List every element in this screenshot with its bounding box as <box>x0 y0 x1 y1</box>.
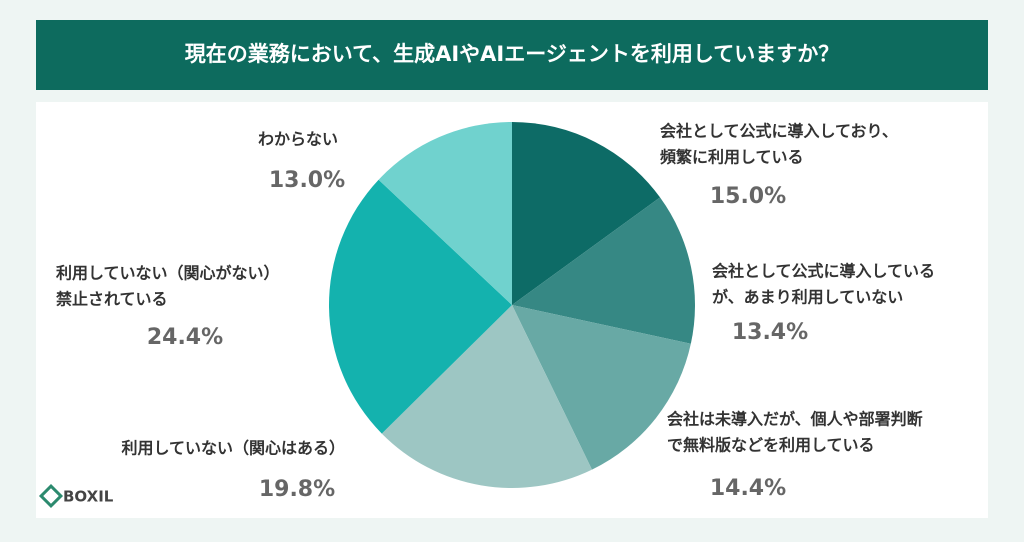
slice-label: 会社は未導入だが、個人や部署判断 <box>667 410 923 429</box>
slice-label: 禁止されている <box>56 290 168 309</box>
pie-slice <box>328 179 512 434</box>
pie-slice <box>512 197 695 344</box>
slice-label: 利用していない（関心はある） <box>121 439 345 458</box>
pie-slice <box>378 122 512 305</box>
logo-icon <box>38 483 64 509</box>
slice-label: 会社として公式に導入しており、 <box>660 122 898 141</box>
slice-label: が、あまり利用していない <box>712 288 903 307</box>
header <box>36 20 988 90</box>
pie-slice <box>512 122 661 305</box>
value-label: 24.4% <box>147 325 223 350</box>
value-label: 14.4% <box>710 476 786 501</box>
value-label: 13.0% <box>269 168 345 193</box>
slice-label: 利用していない（関心がない） <box>56 264 280 283</box>
chart-title: 現在の業務において、生成AIやAIエージェントを利用していますか？ <box>185 42 839 66</box>
logo: BOXIL <box>38 483 114 509</box>
value-label: 13.4% <box>732 320 808 345</box>
slice-label: 頻繁に利用している <box>660 148 804 167</box>
slice-label: 会社として公式に導入している <box>712 262 935 281</box>
logo-text: BOXIL <box>63 488 114 506</box>
pie-slice <box>512 305 691 470</box>
pie-slice <box>381 305 592 488</box>
slice-label: で無料版などを利用している <box>667 436 875 455</box>
value-label: 15.0% <box>710 184 786 209</box>
slice-label: わからない <box>258 130 338 149</box>
value-label: 19.8% <box>259 477 335 502</box>
